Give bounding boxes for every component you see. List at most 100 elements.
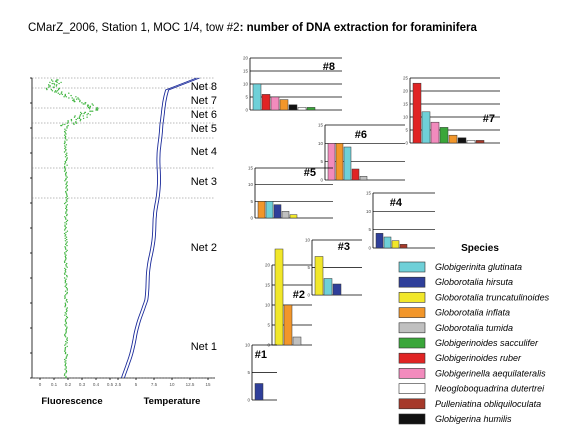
bar (314, 256, 324, 296)
net-label: Net 5 (191, 123, 217, 135)
panel-3: 15 10 5 0 (248, 166, 333, 221)
panel-7: 10 5 0 (245, 343, 277, 403)
panel-label: #3 (338, 241, 350, 253)
panel-label: #5 (304, 167, 316, 179)
net-label: Net 8 (191, 81, 217, 93)
panel-tick-label: 10 (248, 182, 254, 187)
bar (281, 211, 290, 219)
legend-label: Globorotalia inflata (435, 308, 510, 318)
panel-tick-label: 5 (320, 159, 323, 164)
panel-label: #4 (390, 197, 403, 209)
fluorescence-tick-label: 0.2 (65, 382, 72, 387)
temperature-axis-label: Temperature (144, 396, 201, 407)
panel-tick-label: 10 (403, 115, 409, 120)
panel-tick-label: 5 (267, 323, 270, 328)
panel-label: #8 (323, 61, 335, 73)
panel-tick-label: 10 (243, 82, 249, 87)
legend-label: Globorotalia hirsuta (435, 277, 513, 287)
net-label: Net 3 (191, 176, 217, 188)
bar (391, 240, 400, 249)
panel-tick-label: 5 (247, 370, 250, 375)
net-label: Net 4 (191, 146, 217, 158)
bar (335, 143, 344, 181)
panel-tick-label: 10 (366, 209, 372, 214)
bar (375, 233, 384, 249)
temperature-trace (120, 77, 197, 379)
panel-tick-label: 0 (405, 141, 408, 146)
panel-tick-label: 15 (366, 191, 372, 196)
panel-tick-label: 20 (243, 56, 249, 61)
panel-label: #1 (255, 349, 267, 361)
fluorescence-tick-label: 0.3 (79, 382, 86, 387)
bar (257, 201, 266, 219)
panel-tick-label: 15 (318, 123, 324, 128)
bar (288, 104, 298, 111)
panel-tick-label: 15 (265, 283, 271, 288)
bar (252, 83, 262, 111)
bar (289, 214, 298, 219)
panel-label: #2 (293, 289, 305, 301)
legend-label: Globorotalia tumida (435, 323, 513, 333)
panel-1: 25 20 15 10 5 0 (403, 76, 500, 146)
panel-5: 10 5 0 (305, 238, 362, 298)
panel-tick-label: 15 (248, 166, 254, 171)
temperature-tick-label: 12.5 (186, 382, 195, 387)
net-label: Net 7 (191, 95, 217, 107)
panel-4: 15 10 5 0 (366, 191, 435, 251)
bar (475, 140, 485, 144)
panel-tick-label: 25 (403, 76, 409, 81)
legend-label: Globigerina humilis (435, 414, 512, 424)
net-label: Net 6 (191, 109, 217, 121)
panel-tick-label: 5 (405, 128, 408, 133)
bar (457, 137, 467, 144)
bar (292, 336, 302, 346)
bar (279, 99, 289, 111)
legend-swatch (398, 322, 426, 334)
panel-tick-label: 5 (307, 265, 310, 270)
legend-title: Species (461, 243, 499, 254)
panel-tick-label: 20 (265, 263, 271, 268)
bar (323, 278, 333, 296)
panel-tick-label: 5 (250, 199, 253, 204)
net-label: Net 1 (191, 341, 217, 353)
bar (273, 204, 282, 219)
legend-swatch (398, 307, 426, 318)
bar (343, 146, 352, 181)
bar (466, 140, 476, 144)
bar (283, 304, 293, 346)
temperature-trace (123, 77, 200, 379)
bar (270, 96, 280, 111)
bar (448, 134, 458, 144)
legend-label: Globorotalia truncatulinoides (435, 292, 550, 302)
bar (359, 176, 368, 181)
fluorescence-tick-label: 0.5 (107, 382, 114, 387)
chart-title: CMarZ_2006, Station 1, MOC 1/4, tow #2: … (28, 22, 477, 34)
legend-label: Globigerinoides ruber (435, 353, 522, 363)
legend-label: Globigerinoides sacculifer (435, 338, 539, 348)
net-label: Net 2 (191, 242, 217, 254)
panel-tick-label: 10 (265, 303, 271, 308)
legend-swatch (398, 413, 426, 425)
legend-swatch (398, 383, 426, 394)
bar (254, 383, 264, 401)
fluorescence-tick-label: 0 (39, 382, 42, 387)
panel-tick-label: 5 (245, 95, 248, 100)
panel-tick-label: 15 (403, 102, 409, 107)
bar (430, 121, 440, 144)
bar (383, 236, 392, 249)
legend-swatch (398, 261, 426, 273)
temperature-tick-label: 15 (205, 382, 211, 387)
temperature-tick-label: 10 (169, 382, 175, 387)
bar (274, 248, 284, 346)
legend-swatch (398, 292, 426, 303)
bar (399, 244, 408, 249)
panel-0: 20 15 10 5 0 (243, 56, 342, 113)
temperature-tick-label: 2.5 (115, 382, 122, 387)
fluorescence-tick-label: 0.1 (51, 382, 58, 387)
bar (439, 127, 449, 144)
panel-tick-label: 0 (250, 216, 253, 221)
bar (261, 94, 271, 111)
bar (265, 201, 274, 219)
legend-label: Globigerinita glutinata (435, 262, 522, 272)
